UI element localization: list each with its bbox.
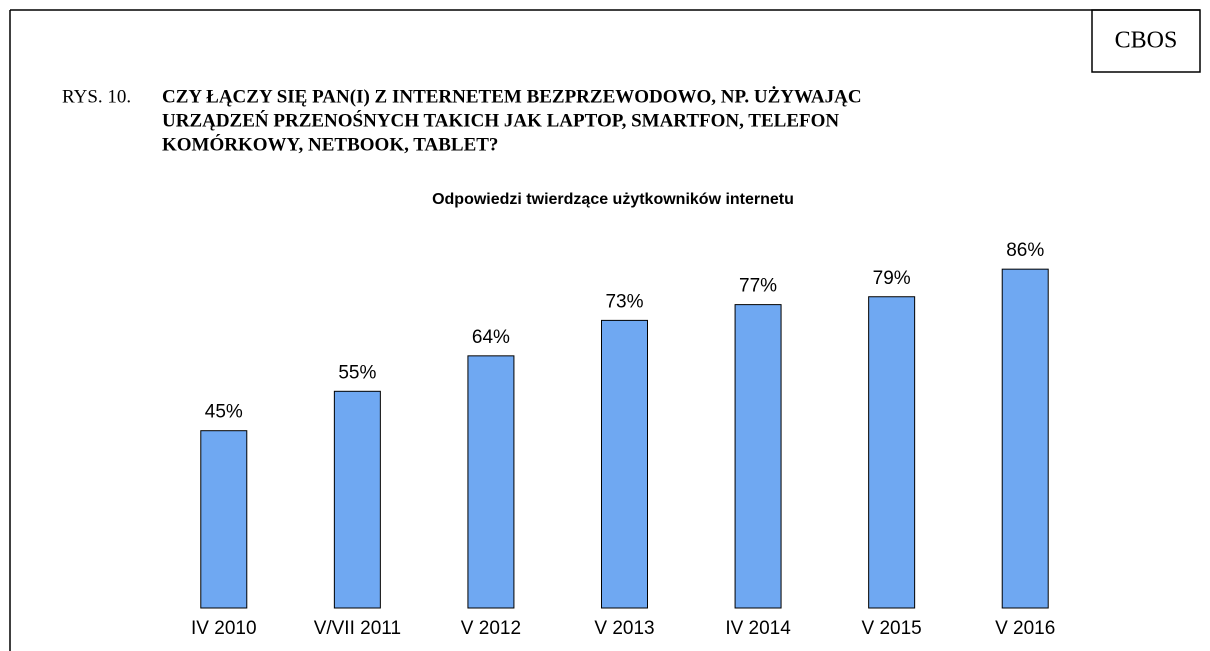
value-label: 55% — [338, 362, 376, 383]
bar — [200, 430, 248, 609]
x-tick-label: IV 2010 — [191, 618, 257, 639]
x-tick-label: V 2012 — [461, 618, 521, 639]
value-label: 45% — [205, 402, 243, 423]
source-box — [1091, 9, 1201, 73]
figure-label: RYS. 10. — [62, 86, 131, 107]
value-label: 64% — [472, 327, 510, 348]
x-tick-label: V 2013 — [594, 618, 654, 639]
source: CBOS — [1115, 28, 1178, 54]
bar — [734, 304, 782, 609]
value-label: 86% — [1006, 240, 1044, 261]
bar — [333, 390, 381, 609]
bar — [1001, 268, 1049, 609]
value-label: 77% — [739, 276, 777, 297]
value-label: 73% — [605, 291, 643, 312]
chart-subtitle: Odpowiedzi twierdzące użytkowników inter… — [432, 191, 794, 208]
bar — [868, 296, 916, 609]
title-line: KOMÓRKOWY, NETBOOK, TABLET? — [162, 133, 498, 155]
x-tick-label: V 2016 — [995, 618, 1055, 639]
bar — [601, 319, 648, 609]
title-line: URZĄDZEŃ PRZENOŚNYCH TAKICH JAK LAPTOP, … — [162, 109, 839, 131]
value-label: 79% — [873, 268, 911, 289]
title-line: CZY ŁĄCZY SIĘ PAN(I) Z INTERNETEM BEZPRZ… — [162, 86, 862, 107]
x-tick-label: IV 2014 — [725, 618, 791, 639]
x-tick-label: V 2015 — [862, 618, 922, 639]
x-tick-label: V/VII 2011 — [314, 618, 401, 639]
bar — [467, 355, 515, 609]
